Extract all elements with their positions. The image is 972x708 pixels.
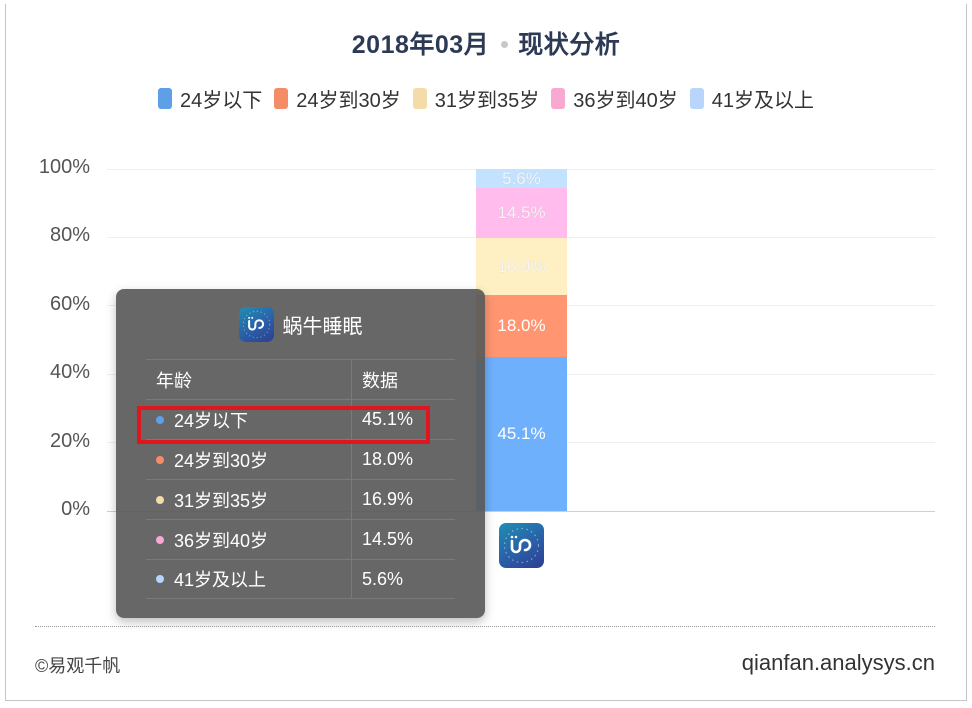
legend-swatch: [412, 88, 427, 109]
y-tick-20: 20%: [49, 430, 90, 452]
chart-title: 2018年03月 现状分析: [0, 25, 972, 61]
tooltip-age: 24岁到30岁: [174, 450, 269, 471]
tooltip-row: 24岁到30岁 18.0%: [146, 439, 455, 479]
tooltip-value: 5.6%: [362, 568, 404, 589]
highlight-annotation-box: [137, 406, 430, 444]
legend-label: 24岁到30岁: [296, 90, 401, 112]
chart-legend: 24岁以下 24岁到30岁 31岁到35岁 36岁到40岁 41岁及以上: [0, 84, 972, 113]
tooltip-value: 45.1%: [362, 409, 414, 429]
bar-segment-under-24[interactable]: 45.1%: [476, 357, 567, 511]
tooltip-row: 24岁以下 45.1%: [146, 399, 455, 439]
series-dot-icon: [156, 455, 164, 464]
bar-value-label: 18.0%: [497, 316, 546, 335]
tooltip-age: 31岁到35岁: [174, 490, 269, 511]
legend-swatch: [274, 88, 289, 109]
series-dot-icon: [156, 415, 164, 424]
legend-label: 31岁到35岁: [434, 90, 540, 112]
legend-item-36-40[interactable]: 36岁到40岁: [551, 84, 678, 113]
chart-tooltip: 蜗牛睡眠 年龄 数据 24岁以下 45.1% 24岁到30岁 18.0% 31岁…: [116, 289, 485, 618]
tooltip-app-name: 蜗牛睡眠: [282, 316, 363, 338]
tooltip-table: 年龄 数据 24岁以下 45.1% 24岁到30岁 18.0% 31岁到35岁 …: [146, 359, 455, 599]
legend-item-under-24[interactable]: 24岁以下: [158, 84, 262, 113]
tooltip-age: 41岁及以上: [174, 570, 267, 590]
bar-value-label: 16.9%: [497, 256, 546, 276]
tooltip-row: 31岁到35岁 16.9%: [146, 479, 455, 519]
tooltip-age: 36岁到40岁: [174, 530, 269, 551]
y-tick-80: 80%: [49, 224, 90, 246]
bar-value-label: 5.6%: [502, 168, 541, 188]
legend-label: 41岁及以上: [711, 90, 814, 112]
legend-item-24-30[interactable]: 24岁到30岁: [274, 84, 401, 113]
y-tick-40: 40%: [49, 361, 90, 383]
tooltip-age: 24岁以下: [174, 410, 249, 431]
y-tick-0: 0%: [61, 498, 90, 520]
title-separator-dot: [501, 40, 509, 48]
bar-value-label: 45.1%: [497, 424, 546, 443]
bar-segment-24-30[interactable]: 18.0%: [476, 295, 567, 357]
legend-swatch: [158, 88, 172, 109]
snail-sleep-app-icon: [238, 307, 274, 342]
y-tick-60: 60%: [49, 293, 90, 315]
series-dot-icon: [156, 495, 164, 504]
legend-item-31-35[interactable]: 31岁到35岁: [412, 84, 540, 113]
legend-label: 36岁到40岁: [573, 90, 678, 112]
legend-item-41-plus[interactable]: 41岁及以上: [689, 84, 814, 113]
footer-site: qianfan.analysys.cn: [741, 650, 935, 675]
tooltip-header-row: 年龄 数据: [146, 359, 455, 399]
legend-swatch: [689, 88, 704, 109]
tooltip-row: 41岁及以上 5.6%: [146, 559, 455, 599]
tooltip-row: 36岁到40岁 14.5%: [146, 519, 455, 559]
bar-segment-31-35[interactable]: 16.9%: [476, 238, 567, 295]
tooltip-col-age: 年龄: [146, 360, 352, 399]
title-topic: 现状分析: [518, 31, 621, 59]
series-dot-icon: [156, 535, 164, 544]
bar-value-label: 14.5%: [497, 203, 546, 222]
tooltip-value: 14.5%: [362, 529, 414, 549]
title-date: 2018年03月: [351, 31, 490, 59]
x-axis-line: [107, 511, 935, 512]
footer-separator: [35, 626, 935, 627]
tooltip-header: 蜗牛睡眠: [116, 307, 485, 342]
footer-copyright: ©易观千帆: [35, 656, 121, 676]
tooltip-value: 18.0%: [362, 449, 414, 469]
y-tick-100: 100%: [38, 156, 90, 178]
bar-segment-36-40[interactable]: 14.5%: [476, 188, 567, 238]
tooltip-value: 16.9%: [362, 489, 414, 509]
legend-label: 24岁以下: [180, 90, 263, 112]
series-dot-icon: [156, 575, 164, 583]
tooltip-col-data: 数据: [362, 370, 398, 391]
legend-swatch: [551, 88, 566, 109]
snail-sleep-app-icon: [499, 523, 544, 568]
bar-segment-41-plus[interactable]: 5.6%: [476, 169, 567, 188]
